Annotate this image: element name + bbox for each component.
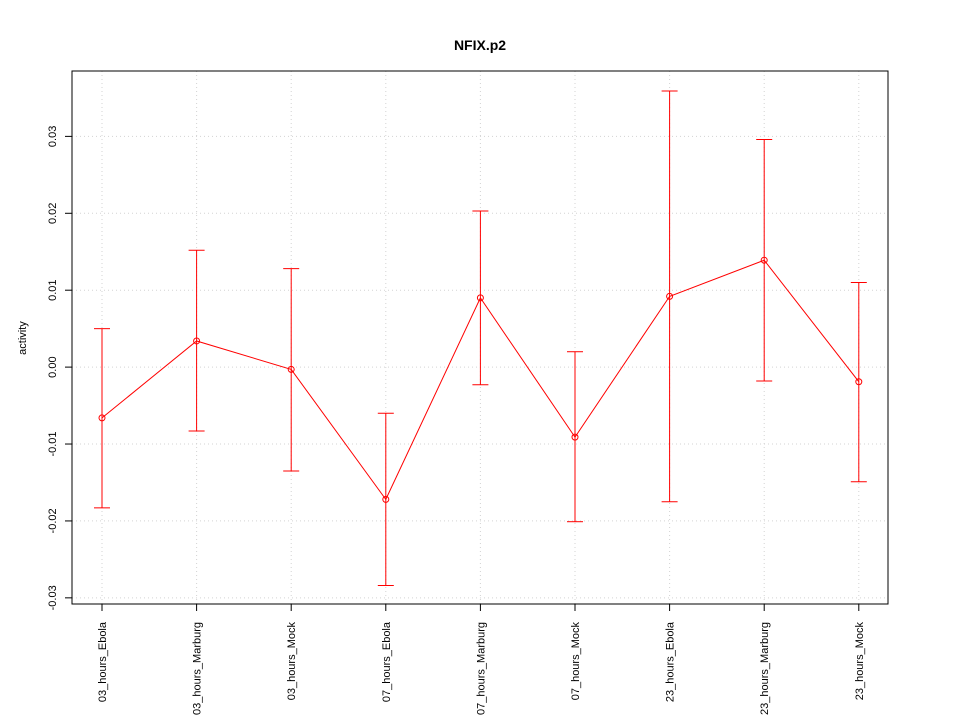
chart-title: NFIX.p2: [454, 37, 506, 53]
x-tick-label: 03_hours_Ebola: [97, 621, 109, 702]
y-tick-label: 0.01: [47, 279, 59, 300]
y-axis-label: activity: [17, 321, 29, 355]
y-tick-label: -0.01: [47, 431, 59, 456]
y-tick-label: 0.02: [47, 203, 59, 224]
data-point: [760, 256, 768, 264]
x-tick-label: 23_hours_Marburg: [759, 622, 771, 715]
data-point: [571, 433, 579, 441]
data-point: [476, 294, 484, 302]
x-tick-label: 07_hours_Marburg: [475, 622, 487, 715]
grid: [72, 71, 888, 604]
x-tick-label: 23_hours_Mock: [854, 622, 866, 701]
data-point: [855, 378, 863, 386]
data-point: [287, 365, 295, 373]
data-point: [193, 337, 201, 345]
x-tick-label: 03_hours_Mock: [286, 622, 298, 701]
data-point: [98, 414, 106, 422]
y-tick-label: 0.03: [47, 126, 59, 147]
axes: -0.03 -0.02 -0.01 0.00 0.01 0.02 0.03 03_hours_…: [47, 126, 866, 715]
y-tick-label: -0.02: [47, 508, 59, 533]
y-tick-label: -0.03: [47, 585, 59, 610]
data-point: [382, 495, 390, 503]
x-tick-label: 07_hours_Mock: [570, 622, 582, 701]
x-tick-label: 07_hours_Ebola: [381, 621, 393, 702]
series: [94, 90, 867, 587]
plot-frame: [71, 70, 889, 605]
x-tick-label: 03_hours_Marburg: [192, 622, 204, 715]
y-tick-label: 0.00: [47, 356, 59, 377]
data-point: [666, 292, 674, 300]
x-tick-label: 23_hours_Ebola: [665, 621, 677, 702]
